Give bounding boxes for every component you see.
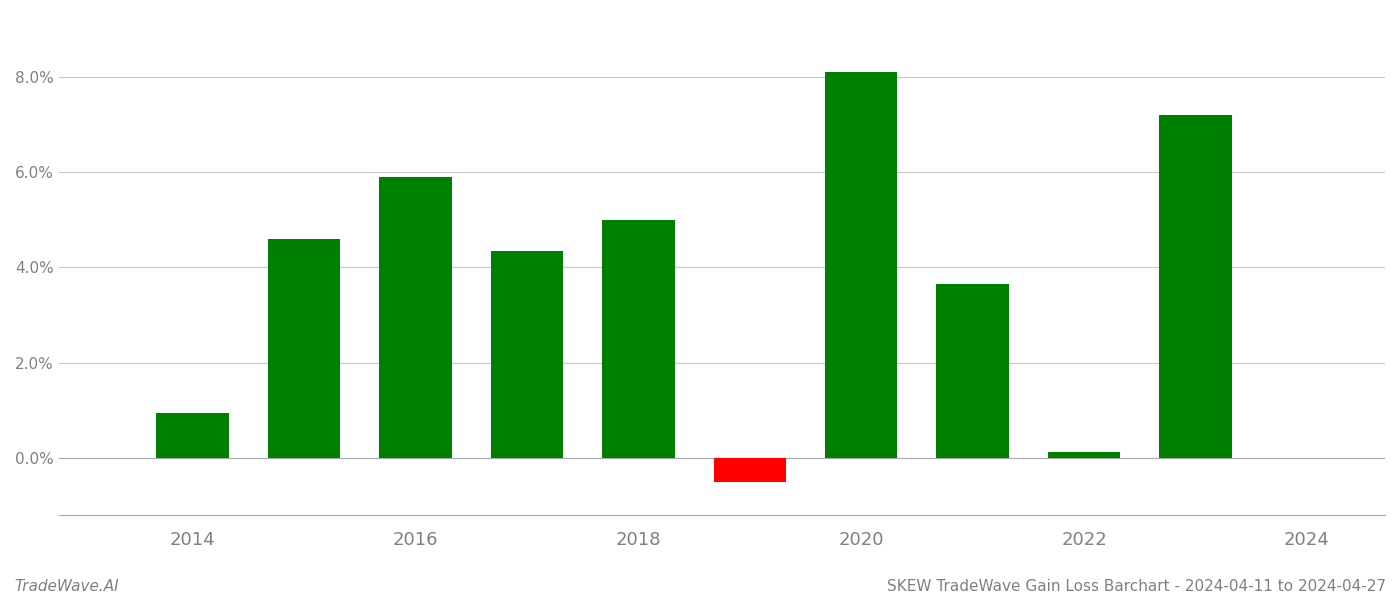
Text: TradeWave.AI: TradeWave.AI bbox=[14, 579, 119, 594]
Bar bbox=[157, 413, 228, 458]
Bar bbox=[267, 239, 340, 458]
Bar bbox=[379, 177, 452, 458]
Bar bbox=[825, 72, 897, 458]
Bar bbox=[1159, 115, 1232, 458]
Bar bbox=[714, 458, 785, 482]
Bar bbox=[602, 220, 675, 458]
Text: SKEW TradeWave Gain Loss Barchart - 2024-04-11 to 2024-04-27: SKEW TradeWave Gain Loss Barchart - 2024… bbox=[888, 579, 1386, 594]
Bar bbox=[937, 284, 1009, 458]
Bar bbox=[1047, 452, 1120, 458]
Bar bbox=[490, 251, 563, 458]
